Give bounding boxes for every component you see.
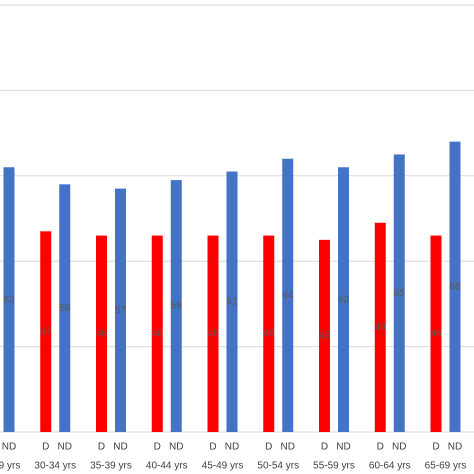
- value-label: 46: [96, 328, 108, 339]
- value-label: 62: [3, 294, 15, 305]
- x-tick-label: 40-44 yrs: [146, 461, 188, 472]
- value-label: 45: [319, 331, 331, 342]
- bar: [393, 154, 405, 432]
- x-tick-label: 35-39 yrs: [90, 461, 132, 472]
- series-label: ND: [58, 442, 72, 453]
- series-label: ND: [281, 442, 295, 453]
- value-label: 59: [171, 301, 183, 312]
- bar: [59, 184, 71, 432]
- series-label: ND: [113, 442, 127, 453]
- x-tick-label: 50-54 yrs: [257, 461, 299, 472]
- x-tick-label: 30-34 yrs: [34, 461, 76, 472]
- value-label: 46: [207, 328, 219, 339]
- value-label: 62: [338, 294, 350, 305]
- series-label: ND: [448, 442, 462, 453]
- series-label: ND: [225, 442, 239, 453]
- bar: [40, 231, 52, 432]
- value-label: 46: [430, 328, 442, 339]
- bar: [96, 235, 107, 432]
- bar: [319, 239, 330, 432]
- series-label: ND: [2, 442, 16, 453]
- bar: [3, 167, 15, 432]
- series-label: D: [321, 442, 328, 453]
- bar: [449, 141, 461, 432]
- bar: [170, 180, 182, 432]
- x-tick-label: 60-64 yrs: [369, 461, 411, 472]
- value-label: 61: [226, 296, 238, 307]
- x-tick-label: 45-49 yrs: [202, 461, 244, 472]
- value-label: 64: [282, 290, 294, 301]
- series-label: D: [154, 442, 161, 453]
- series-label: D: [42, 442, 49, 453]
- value-label: 68: [449, 281, 461, 292]
- bar: [282, 158, 294, 432]
- bar: [430, 235, 442, 432]
- series-label: D: [377, 442, 384, 453]
- series-label: ND: [392, 442, 406, 453]
- value-label: 58: [59, 303, 71, 314]
- value-label: 47: [40, 326, 52, 337]
- series-label: D: [432, 442, 439, 453]
- x-tick-label: 55-59 yrs: [313, 461, 355, 472]
- series-label: ND: [336, 442, 350, 453]
- bar: [226, 171, 238, 432]
- bar: [207, 235, 219, 432]
- value-label: 57: [115, 305, 127, 316]
- bar: [338, 167, 349, 432]
- bar: [115, 188, 126, 432]
- series-label: D: [265, 442, 272, 453]
- value-label: 49: [375, 322, 387, 333]
- x-tick-label: 25-29 yrs: [0, 461, 20, 472]
- bar: [374, 222, 386, 432]
- value-label: 65: [394, 288, 406, 299]
- x-tick-label: 65-69 yrs: [425, 461, 467, 472]
- bar: [263, 235, 275, 432]
- series-label: ND: [169, 442, 183, 453]
- value-label: 46: [263, 328, 275, 339]
- value-label: 46: [152, 328, 164, 339]
- series-label: D: [209, 442, 216, 453]
- series-label: D: [98, 442, 105, 453]
- bar: [151, 235, 163, 432]
